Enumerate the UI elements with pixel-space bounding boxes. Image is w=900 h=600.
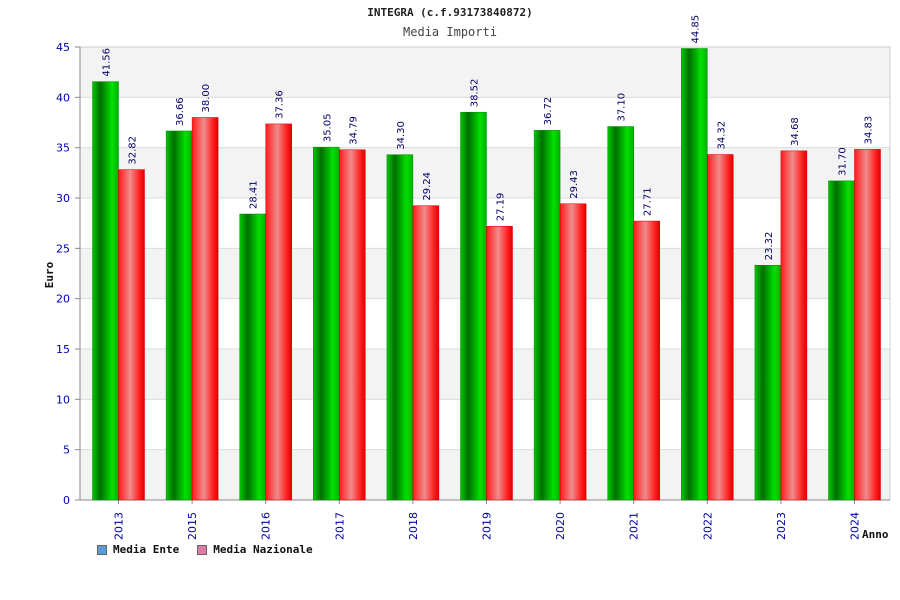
bar-media-ente (239, 213, 266, 501)
bar-media-ente (460, 111, 487, 501)
bar-media-ente (92, 81, 119, 501)
bar-media-ente (681, 48, 708, 501)
data-label-media-nazionale: 37.36 (275, 90, 286, 119)
data-label-media-ente: 44.85 (690, 15, 701, 44)
legend-label-ente: Media Ente (113, 543, 180, 556)
bar-media-ente (607, 126, 634, 501)
legend-swatch-nazionale (197, 544, 208, 555)
grid-band (80, 47, 890, 98)
bar-media-nazionale (854, 149, 881, 501)
x-tick-label: 2019 (481, 512, 494, 540)
bar-media-nazionale (265, 123, 292, 501)
bar-media-ente (533, 130, 561, 501)
data-label-media-nazionale: 32.82 (128, 136, 139, 165)
y-tick-label: 40 (56, 91, 70, 104)
bar-media-nazionale (339, 149, 366, 501)
data-label-media-ente: 41.56 (102, 48, 113, 77)
chart-title: INTEGRA (c.f.93173840872) (367, 6, 533, 19)
legend: Media Ente Media Nazionale (97, 543, 313, 556)
legend-item-ente: Media Ente (97, 543, 179, 556)
data-label-media-nazionale: 34.68 (790, 117, 801, 146)
y-tick-label: 45 (56, 41, 70, 54)
x-tick-label: 2017 (333, 512, 346, 540)
y-tick-label: 35 (56, 142, 70, 155)
data-label-media-ente: 36.72 (543, 97, 554, 126)
x-tick-label: 2018 (407, 512, 420, 540)
y-tick-label: 15 (56, 343, 70, 356)
data-label-media-nazionale: 27.71 (643, 187, 654, 216)
bar-media-nazionale (486, 226, 513, 501)
bar-media-nazionale (412, 205, 440, 501)
bar-media-nazionale (191, 117, 219, 501)
legend-item-nazionale: Media Nazionale (197, 543, 313, 556)
bar-media-nazionale (633, 220, 660, 501)
y-tick-label: 25 (56, 242, 70, 255)
x-tick-label: 2023 (775, 512, 788, 540)
data-label-media-ente: 34.30 (396, 121, 407, 150)
x-axis-label: Anno (862, 528, 889, 541)
data-label-media-nazionale: 34.79 (348, 116, 359, 145)
x-tick-label: 2015 (186, 512, 199, 540)
data-label-media-nazionale: 34.83 (864, 116, 875, 145)
data-label-media-nazionale: 34.32 (716, 121, 727, 150)
data-label-media-ente: 31.70 (838, 147, 849, 176)
data-label-media-nazionale: 29.43 (569, 170, 580, 199)
data-label-media-nazionale: 27.19 (496, 193, 507, 222)
y-tick-label: 0 (63, 494, 70, 507)
data-label-media-ente: 35.05 (322, 114, 333, 143)
bar-media-ente (754, 264, 782, 501)
chart-subtitle: Media Importi (403, 25, 497, 39)
data-label-media-nazionale: 38.00 (201, 84, 212, 113)
x-tick-label: 2021 (628, 512, 641, 540)
y-tick-label: 5 (63, 444, 70, 457)
bar-media-ente (313, 146, 340, 501)
y-tick-label: 20 (56, 293, 70, 306)
bar-media-nazionale (118, 169, 145, 501)
data-label-media-ente: 38.52 (470, 79, 481, 108)
y-axis-label: Euro (43, 261, 56, 288)
x-tick-label: 2022 (701, 512, 714, 540)
legend-swatch-ente (97, 544, 107, 555)
data-label-media-ente: 36.66 (175, 97, 186, 126)
x-tick-label: 2020 (554, 512, 567, 540)
x-tick-label: 2013 (113, 512, 126, 540)
y-tick-label: 10 (56, 393, 70, 406)
x-tick-label: 2024 (849, 512, 862, 540)
data-label-media-ente: 23.32 (764, 232, 775, 261)
bar-media-nazionale (780, 150, 808, 501)
data-label-media-ente: 37.10 (617, 93, 628, 122)
data-label-media-nazionale: 29.24 (422, 172, 433, 201)
legend-label-nazionale: Media Nazionale (213, 543, 313, 556)
data-label-media-ente: 28.41 (249, 180, 260, 209)
bar-media-ente (165, 130, 193, 501)
bar-media-nazionale (707, 154, 734, 501)
y-tick-label: 30 (56, 192, 70, 205)
bar-media-ente (828, 180, 855, 501)
bar-media-nazionale (559, 203, 587, 501)
bar-media-ente (386, 154, 414, 501)
x-tick-label: 2016 (260, 512, 273, 540)
